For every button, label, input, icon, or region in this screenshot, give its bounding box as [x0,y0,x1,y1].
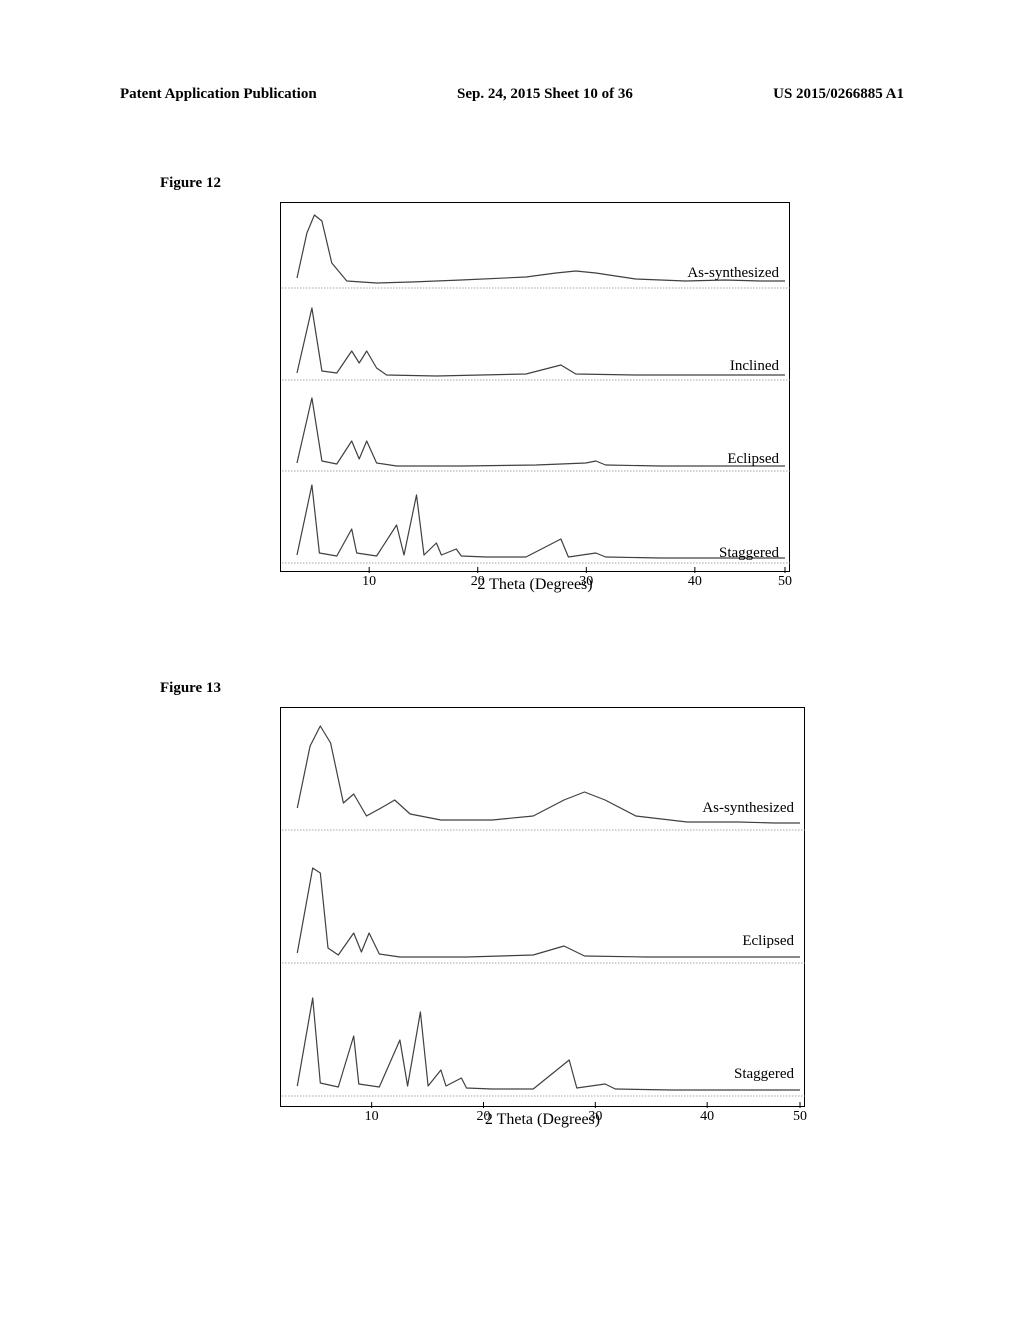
figure-13-caption: Figure 13 [160,680,805,697]
header-left: Patent Application Publication [120,86,317,103]
figure-13-xlabel: 2 Theta (Degrees) [280,1111,805,1129]
figure-12-block: Figure 12 As-synthesized Inclined Eclipsed… [160,175,790,594]
figure-12-caption: Figure 12 [160,175,790,192]
figure-12-xlabel: 2 Theta (Degrees) [280,576,790,594]
x-tick-label: 20 [476,1109,490,1125]
series-label: As-synthesized [687,265,779,282]
figure-13-block: Figure 13 As-synthesized Eclipsed Staggere… [160,680,805,1129]
x-tick-label: 10 [365,1109,379,1125]
x-tick-label: 50 [793,1109,807,1125]
x-tick-label: 30 [579,574,593,590]
x-tick-label: 50 [778,574,792,590]
x-tick-label: 10 [362,574,376,590]
series-label: As-synthesized [702,800,794,817]
series-label: Eclipsed [727,451,779,468]
series-label: Inclined [730,358,779,375]
header-center: Sep. 24, 2015 Sheet 10 of 36 [457,86,633,103]
patent-header: Patent Application Publication Sep. 24, … [0,86,1024,103]
x-tick-label: 40 [700,1109,714,1125]
x-tick-label: 40 [688,574,702,590]
series-label: Staggered [734,1066,794,1083]
figure-13-chart: As-synthesizedEclipsedStaggered102030405… [280,707,805,1107]
x-tick-label: 20 [471,574,485,590]
x-tick-label: 30 [588,1109,602,1125]
figure-12-chart: As-synthesizedInclinedEclipsedStaggered1… [280,202,790,572]
series-label: Eclipsed [742,933,794,950]
header-right: US 2015/0266885 A1 [773,86,904,103]
series-label: Staggered [719,545,779,562]
